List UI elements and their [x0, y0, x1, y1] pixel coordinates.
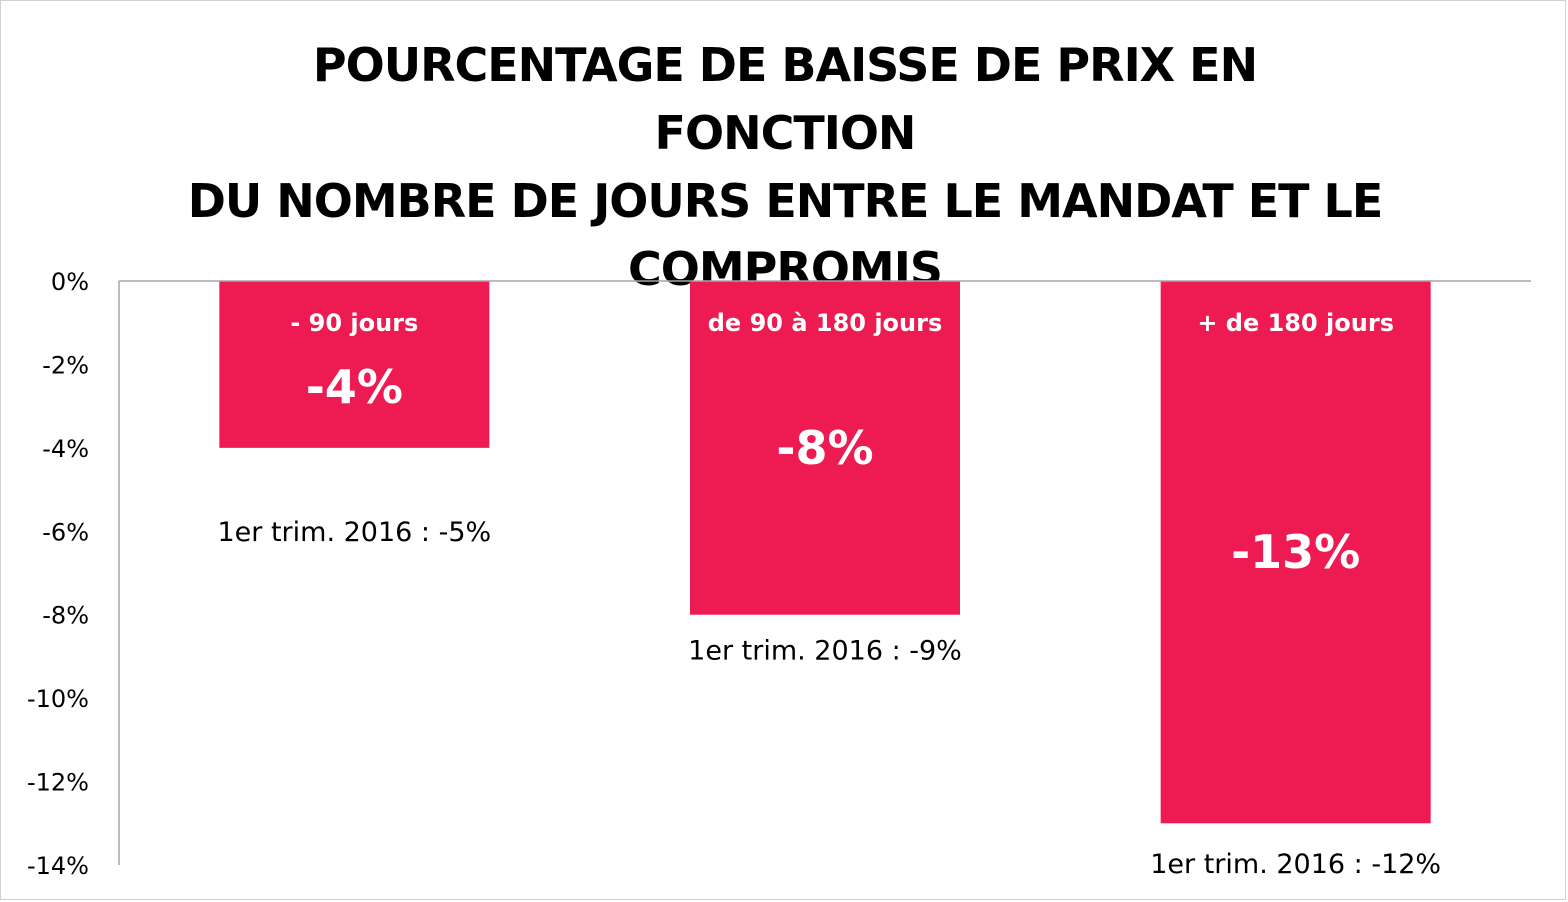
- y-tick-label: -12%: [27, 769, 89, 797]
- previous-period-annotation: 1er trim. 2016 : -9%: [688, 636, 962, 667]
- bar-category-label: + de 180 jours: [1197, 309, 1394, 337]
- y-tick-label: -10%: [27, 685, 89, 713]
- y-tick-label: -14%: [27, 852, 89, 880]
- bar: [690, 281, 960, 615]
- bar-value-label: -8%: [776, 421, 873, 475]
- y-tick-label: -4%: [42, 435, 89, 463]
- previous-period-annotation: 1er trim. 2016 : -5%: [217, 517, 491, 548]
- bar-category-label: - 90 jours: [290, 309, 418, 337]
- chart-title-line-2: DU NOMBRE DE JOURS ENTRE LE MANDAT ET LE: [187, 174, 1384, 228]
- y-tick-label: -2%: [42, 351, 89, 379]
- bar: [219, 281, 490, 448]
- y-tick-label: -6%: [42, 518, 89, 546]
- y-tick-label: 0%: [51, 268, 89, 296]
- previous-period-annotation: 1er trim. 2016 : -12%: [1150, 849, 1441, 880]
- bar: [1160, 281, 1431, 824]
- bar-value-label: -4%: [306, 360, 403, 414]
- bar-value-label: -13%: [1231, 525, 1360, 579]
- y-tick-label: -8%: [42, 602, 89, 630]
- bar-category-label: de 90 à 180 jours: [708, 309, 943, 337]
- chart-title: POURCENTAGE DE BAISSE DE PRIX EN FONCTIO…: [185, 31, 1385, 303]
- chart-title-line-1: POURCENTAGE DE BAISSE DE PRIX EN FONCTIO…: [312, 38, 1258, 160]
